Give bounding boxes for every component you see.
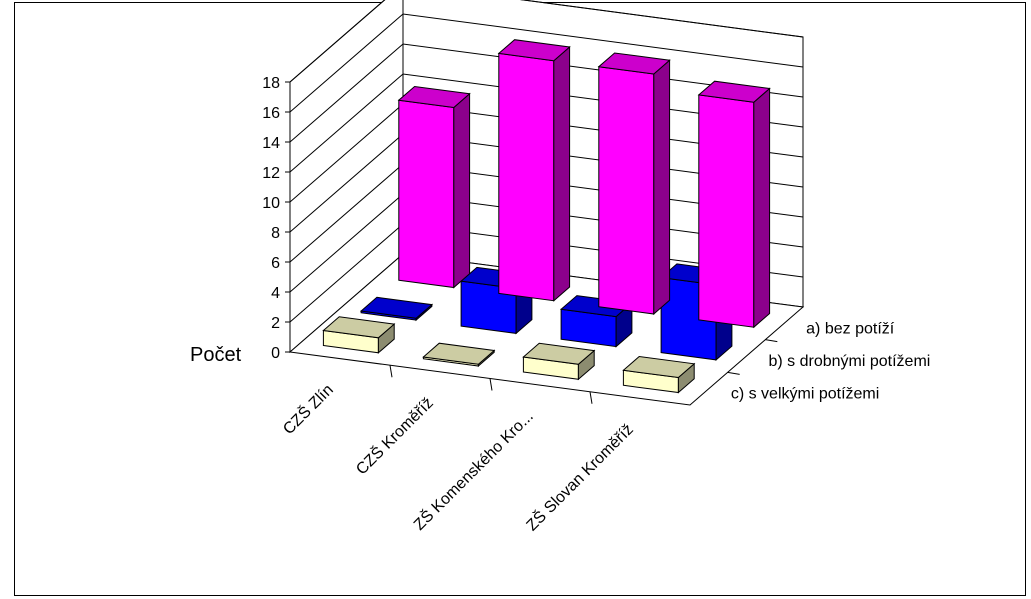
- series-label: c) s velkými potížemi: [731, 386, 879, 403]
- bar-top-face: [359, 296, 434, 319]
- bar-front-face: [398, 99, 455, 289]
- x-tick-mark: [489, 378, 493, 391]
- y-tick-label: 16: [262, 105, 280, 122]
- bar-side-face: [653, 59, 671, 316]
- bar-side-face: [753, 87, 771, 329]
- depth-tick-mark: [765, 339, 778, 343]
- category-label: ZŠ Komenského Kro...: [410, 407, 537, 534]
- bar: [422, 342, 496, 368]
- category-label: CZŠ Zlín: [279, 380, 337, 438]
- bar: [322, 316, 396, 354]
- y-tick-label: 8: [271, 225, 280, 242]
- y-tick-label: 4: [271, 285, 280, 302]
- bar-top-face: [422, 342, 496, 365]
- bar: [622, 355, 696, 394]
- category-label: CZŠ Kroměříž: [352, 393, 437, 478]
- chart-bars: [322, 39, 771, 394]
- y-tick-label: 18: [262, 75, 280, 92]
- x-tick-mark: [389, 365, 393, 378]
- bar: [359, 296, 434, 322]
- bar: [697, 80, 771, 329]
- y-tick-label: 2: [271, 315, 280, 332]
- x-tick-mark: [589, 391, 593, 404]
- bar-top-face: [522, 342, 596, 365]
- gridline: [289, 0, 804, 83]
- series-labels: a) bez potíží b) s drobnými potížemi c) s …: [731, 320, 931, 402]
- depth-tick-mark: [727, 371, 740, 375]
- y-tick-label: 6: [271, 255, 280, 272]
- y-tick-label: 14: [262, 135, 280, 152]
- series-label: b) s drobnými potížemi: [769, 353, 931, 370]
- bar-top-face: [597, 52, 671, 75]
- bar-top-face: [697, 80, 771, 103]
- bar: [559, 295, 634, 348]
- bar-front-face: [698, 94, 755, 328]
- bar-front-face: [598, 66, 655, 315]
- bar: [497, 39, 571, 302]
- bar-top-face: [322, 316, 396, 339]
- y-axis-ticks: 0 2 4 6 8 10 12 14 16 18: [262, 75, 290, 362]
- category-label: ZŠ Slovan Kroměříž: [522, 420, 637, 535]
- gridline: [289, 13, 804, 113]
- bar-side-face: [453, 92, 471, 289]
- bar-side-face: [553, 45, 571, 302]
- bar: [522, 342, 596, 381]
- y-tick-label: 0: [271, 345, 280, 362]
- y-tick-label: 10: [262, 195, 280, 212]
- series-label: a) bez potíží: [806, 320, 895, 337]
- bar: [597, 52, 671, 316]
- bar-top-face: [622, 355, 696, 379]
- y-axis-label: Počet: [190, 344, 242, 366]
- bar: [397, 85, 471, 289]
- y-tick-label: 12: [262, 165, 280, 182]
- bar-top-face: [397, 85, 471, 109]
- bar-top-face: [497, 39, 571, 62]
- bar-front-face: [498, 52, 555, 302]
